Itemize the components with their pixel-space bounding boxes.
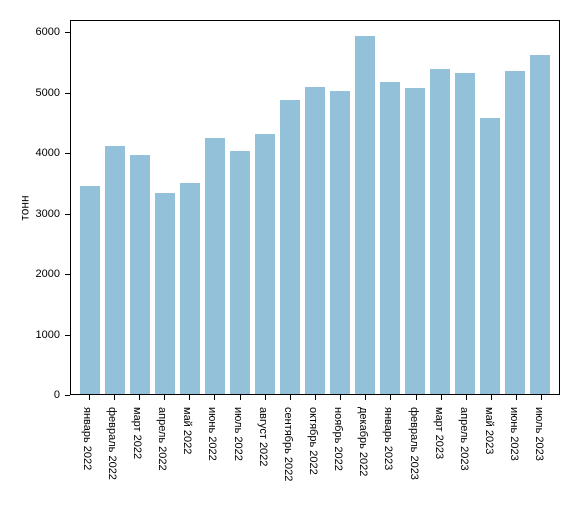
bar [355,36,375,394]
bar [105,146,125,394]
bar [80,186,100,394]
bar [180,183,200,394]
bars-container [71,21,559,394]
x-tick [240,395,241,400]
y-tick-label: 0 [20,389,60,401]
x-tick-label: апрель 2023 [458,405,470,471]
y-tick-label: 4000 [20,147,60,159]
x-tick-label: март 2022 [131,405,143,459]
bar-slot [403,21,428,394]
x-tick [340,395,341,400]
y-tick-label: 3000 [20,208,60,220]
bar-slot [127,21,152,394]
x-tick-label: июнь 2022 [206,405,218,461]
x-tick-label: январь 2023 [382,405,394,470]
x-tick [89,395,90,400]
x-tick [466,395,467,400]
bar-slot [277,21,302,394]
bar-slot [102,21,127,394]
bar-slot [503,21,528,394]
bar [380,82,400,394]
bar-slot [227,21,252,394]
x-tick [265,395,266,400]
plot-area [70,20,560,395]
bar-slot [378,21,403,394]
y-axis-labels: 0100020003000400050006000 [20,20,60,395]
x-tick-label: декабрь 2022 [357,405,369,476]
x-tick [441,395,442,400]
x-tick-label: июнь 2023 [508,405,520,461]
y-tick-label: 6000 [20,26,60,38]
bar [405,88,425,394]
bar-slot [353,21,378,394]
y-tick-label: 2000 [20,268,60,280]
bar [155,193,175,394]
x-axis-ticks [70,395,560,401]
x-tick-label: март 2023 [433,405,445,459]
bar [230,151,250,394]
y-axis-ticks [62,20,70,395]
y-tick-label: 5000 [20,87,60,99]
y-tick-label: 1000 [20,329,60,341]
x-tick [164,395,165,400]
bar-slot [77,21,102,394]
bar-chart: тонн 0100020003000400050006000 январь 20… [70,20,560,395]
x-tick [516,395,517,400]
bar [505,71,525,394]
bar-slot [327,21,352,394]
x-tick [139,395,140,400]
x-tick [114,395,115,400]
bar-slot [478,21,503,394]
x-tick [290,395,291,400]
x-tick-label: июль 2023 [533,405,545,461]
x-tick [390,395,391,400]
x-tick-label: октябрь 2022 [307,405,319,475]
bar [130,155,150,394]
bar-slot [252,21,277,394]
bar [455,73,475,394]
x-tick-label: май 2022 [181,405,193,454]
x-tick [214,395,215,400]
x-tick-label: май 2023 [483,405,495,454]
bar [280,100,300,394]
bar-slot [453,21,478,394]
x-tick [365,395,366,400]
x-tick [189,395,190,400]
bar [530,55,550,394]
bar-slot [177,21,202,394]
bar [480,118,500,394]
bar-slot [528,21,553,394]
x-tick-label: февраль 2023 [408,405,420,480]
bar-slot [152,21,177,394]
bar [255,134,275,394]
x-tick-label: сентябрь 2022 [282,405,294,481]
x-tick [315,395,316,400]
x-tick [541,395,542,400]
bar [205,138,225,394]
x-tick [416,395,417,400]
x-tick-label: ноябрь 2022 [332,405,344,471]
x-tick-label: февраль 2022 [106,405,118,480]
x-tick-label: август 2022 [257,405,269,466]
bar-slot [428,21,453,394]
bar-slot [302,21,327,394]
x-tick-label: июль 2022 [232,405,244,461]
bar [330,91,350,394]
x-tick-label: январь 2022 [81,405,93,470]
bar [305,87,325,394]
bar-slot [202,21,227,394]
x-tick-label: апрель 2022 [156,405,168,471]
x-tick [491,395,492,400]
bar [430,69,450,394]
